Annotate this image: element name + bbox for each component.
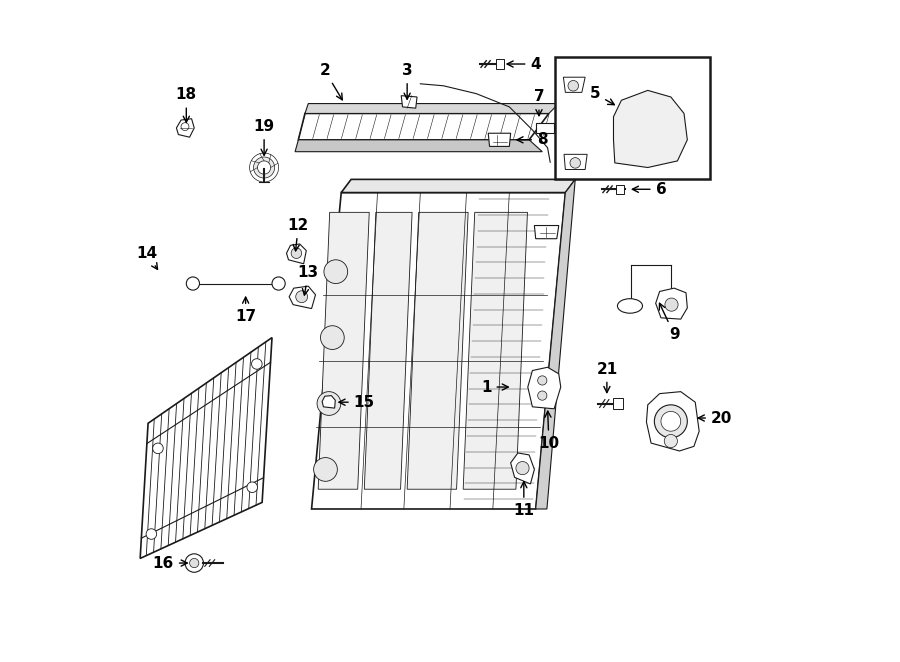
Polygon shape — [341, 179, 575, 193]
Circle shape — [320, 326, 344, 350]
Polygon shape — [614, 91, 688, 167]
Text: 14: 14 — [136, 246, 158, 269]
Text: 9: 9 — [660, 303, 680, 342]
Circle shape — [254, 157, 274, 178]
Circle shape — [568, 81, 579, 91]
Text: 2: 2 — [320, 63, 342, 100]
Circle shape — [249, 153, 279, 182]
Text: 1: 1 — [481, 379, 508, 395]
Circle shape — [654, 405, 688, 438]
Polygon shape — [510, 453, 535, 484]
Text: 10: 10 — [538, 411, 560, 451]
Polygon shape — [364, 213, 412, 489]
Polygon shape — [527, 367, 561, 409]
Circle shape — [291, 248, 302, 258]
Polygon shape — [311, 193, 565, 509]
Bar — [616, 185, 624, 194]
Polygon shape — [656, 288, 688, 319]
Circle shape — [153, 443, 163, 453]
Circle shape — [257, 161, 271, 174]
Circle shape — [516, 461, 529, 475]
Text: 5: 5 — [590, 86, 615, 105]
Circle shape — [146, 529, 157, 540]
Circle shape — [537, 376, 547, 385]
Bar — [555, 58, 710, 179]
Circle shape — [272, 277, 285, 290]
Text: 3: 3 — [401, 63, 412, 99]
Polygon shape — [289, 286, 316, 308]
Circle shape — [186, 277, 200, 290]
Polygon shape — [488, 133, 510, 146]
Bar — [614, 399, 623, 409]
Circle shape — [190, 559, 199, 567]
Circle shape — [317, 392, 341, 415]
Text: 12: 12 — [288, 218, 309, 251]
Polygon shape — [140, 338, 272, 559]
Circle shape — [665, 298, 678, 311]
Circle shape — [537, 391, 547, 401]
Circle shape — [570, 158, 580, 168]
Polygon shape — [401, 95, 417, 108]
Text: 16: 16 — [153, 555, 187, 571]
Polygon shape — [563, 77, 585, 93]
Text: 8: 8 — [517, 132, 547, 148]
Circle shape — [313, 457, 338, 481]
Circle shape — [664, 434, 678, 448]
Ellipse shape — [617, 299, 643, 313]
Circle shape — [252, 359, 262, 369]
Circle shape — [185, 554, 203, 572]
Polygon shape — [176, 118, 194, 137]
Circle shape — [324, 260, 347, 283]
Text: 18: 18 — [176, 87, 197, 122]
Text: 17: 17 — [235, 297, 256, 324]
Polygon shape — [536, 179, 575, 509]
Polygon shape — [646, 392, 699, 451]
Bar — [496, 60, 504, 69]
Text: 6: 6 — [633, 182, 666, 197]
Polygon shape — [295, 140, 543, 152]
Text: 13: 13 — [298, 265, 319, 295]
Polygon shape — [319, 213, 369, 489]
Text: 11: 11 — [513, 482, 535, 518]
Bar — [536, 122, 554, 133]
Polygon shape — [299, 113, 549, 140]
Text: 20: 20 — [698, 410, 733, 426]
Polygon shape — [286, 244, 306, 263]
Text: 4: 4 — [507, 56, 541, 71]
Text: 19: 19 — [254, 119, 274, 156]
Circle shape — [661, 411, 680, 431]
Circle shape — [247, 482, 257, 493]
Text: 15: 15 — [339, 395, 375, 410]
Text: 7: 7 — [534, 89, 544, 116]
Polygon shape — [305, 103, 559, 113]
Text: 21: 21 — [597, 361, 617, 393]
Polygon shape — [407, 213, 468, 489]
Polygon shape — [535, 226, 559, 239]
Polygon shape — [564, 154, 587, 169]
Polygon shape — [464, 213, 527, 489]
Polygon shape — [322, 396, 336, 408]
Circle shape — [296, 291, 308, 303]
